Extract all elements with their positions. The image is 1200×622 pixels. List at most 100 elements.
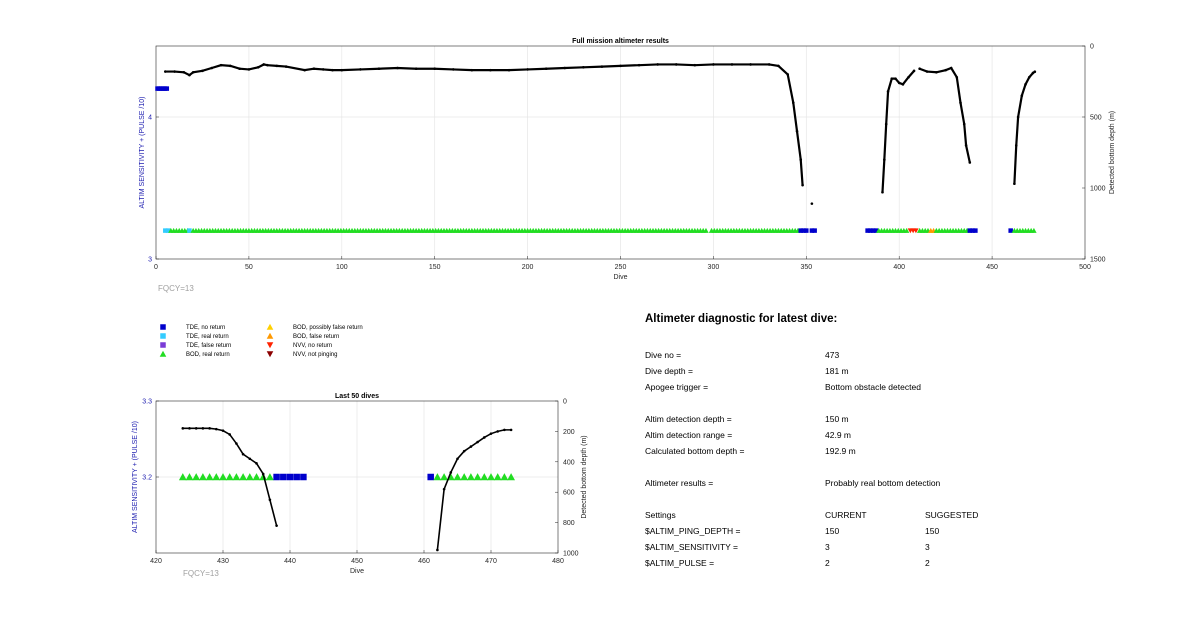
- apogee-row: Apogee trigger = Bottom obstacle detecte…: [645, 379, 1185, 395]
- top-title: Full mission altimeter results: [572, 38, 669, 45]
- top-x-tick-label: 300: [708, 264, 720, 271]
- bottom-depth-point: [456, 457, 459, 461]
- bottom-depth-point: [496, 430, 500, 433]
- bottom-bod_real-marker: [212, 473, 221, 481]
- settings-label: Settings: [645, 510, 676, 520]
- bottom-x-tick-label: 460: [418, 558, 430, 565]
- top-depth-point: [791, 101, 795, 105]
- calc-depth-label: Calculated bottom depth =: [645, 446, 745, 456]
- top-depth-point: [210, 66, 214, 70]
- bottom-x-tick-label: 450: [351, 558, 363, 565]
- top-depth-point: [883, 158, 886, 161]
- top-depth-point: [201, 69, 204, 73]
- top-depth-point: [582, 66, 585, 69]
- setting-current: 150: [825, 526, 840, 536]
- bottom-tde_no-marker: [300, 473, 307, 481]
- bottom-bod_real-marker: [500, 473, 509, 481]
- bottom-yr-tick-label: 600: [563, 490, 575, 497]
- top-depth-point: [918, 67, 921, 71]
- top-depth-point: [507, 68, 511, 72]
- top-x-tick-label: 100: [336, 264, 348, 271]
- top-depth-line: [919, 66, 971, 163]
- top-bod_real-marker: [1031, 227, 1037, 233]
- det-depth-label: Altim detection depth =: [645, 414, 732, 424]
- top-tde_no-marker: [1008, 228, 1013, 233]
- current-header: CURRENT: [825, 510, 867, 520]
- setting-row-sensitivity: $ALTIM_SENSITIVITY = 3 3: [645, 539, 1185, 555]
- top-depth-point: [730, 63, 734, 66]
- bottom-depth-point: [442, 487, 446, 491]
- bottom-depth-point: [188, 427, 191, 430]
- top-tde_no-marker: [801, 228, 806, 233]
- legend: TDE, no return TDE, real return TDE, false…: [159, 323, 363, 358]
- bottom-bod_real-marker: [460, 473, 469, 481]
- top-x-tick-label: 0: [154, 264, 158, 271]
- top-depth-point: [637, 63, 641, 67]
- diagnostic-title: Altimeter diagnostic for latest dive:: [645, 313, 838, 325]
- bottom-bod_real-marker: [199, 473, 207, 481]
- legend-label: NVV, not pinging: [293, 352, 337, 358]
- top-depth-point: [767, 63, 771, 66]
- setting-suggested: 3: [925, 542, 930, 552]
- top-depth-point: [182, 70, 186, 74]
- bottom-depth-point: [489, 432, 493, 435]
- results-label: Altimeter results =: [645, 478, 714, 488]
- top-depth-point: [964, 144, 968, 147]
- bottom-bod_real-marker: [467, 473, 475, 481]
- bottom-bod_real-marker: [507, 473, 515, 481]
- top-depth-point: [619, 64, 622, 68]
- setting-suggested: 150: [925, 526, 940, 536]
- top-depth-point: [955, 75, 959, 79]
- top-depth-point: [693, 63, 697, 67]
- dive-depth-value: 181 m: [825, 366, 849, 376]
- top-depth-point: [912, 69, 916, 73]
- top-tde_no-marker: [967, 228, 973, 233]
- bottom-bod_real-marker: [225, 473, 234, 481]
- top-x-tick-label: 400: [893, 264, 905, 271]
- top-depth-point: [1027, 75, 1031, 79]
- suggested-header: SUGGESTED: [925, 510, 979, 520]
- legend-marker-bod_maybe: [266, 323, 274, 330]
- top-chart: 0 50 100 150 200 250 300 350 400 450 500 3 4 0 500 1000…: [139, 38, 1116, 293]
- apogee-value: Bottom obstacle detected: [825, 382, 921, 392]
- det-range-value: 42.9 m: [825, 430, 851, 440]
- top-depth-point: [801, 183, 804, 187]
- bottom-depth-point: [503, 428, 506, 432]
- top-ylabel-left: ALTIM SENSITIVITY + (PULSE /10): [139, 97, 146, 209]
- setting-name: $ALTIM_PULSE =: [645, 558, 715, 568]
- det-depth-value: 150 m: [825, 414, 849, 424]
- legend-label: TDE, false return: [186, 343, 231, 349]
- bottom-bod_real-marker: [453, 473, 462, 481]
- top-x-tick-label: 350: [800, 264, 812, 271]
- top-x-tick-label: 450: [986, 264, 998, 271]
- legend-label: NVV, no return: [293, 343, 332, 349]
- bottom-yl-tick-label: 3.2: [142, 475, 152, 482]
- top-depth-point: [451, 68, 455, 71]
- top-yr-tick-label: 1500: [1090, 257, 1106, 264]
- top-depth-point: [1033, 70, 1037, 74]
- top-depth-line: [165, 63, 804, 186]
- bottom-yr-tick-label: 400: [563, 459, 575, 466]
- top-xlabel: Dive: [613, 274, 627, 281]
- top-tde_no-marker: [873, 228, 879, 233]
- setting-row-ping-depth: $ALTIM_PING_DEPTH = 150 150: [645, 523, 1185, 539]
- top-depth-point: [897, 81, 901, 85]
- dive-depth-row: Dive depth = 181 m: [645, 363, 1185, 379]
- bottom-bod_real-marker: [440, 473, 448, 481]
- bottom-bod_real-marker: [433, 473, 442, 481]
- top-yr-tick-label: 500: [1090, 115, 1102, 122]
- bottom-chart: 420 430 440 450 460 470 480 3.2 3.3 0 200 400 600 800…: [132, 393, 588, 578]
- top-depth-point: [163, 70, 167, 73]
- results-row: Altimeter results = Probably real bottom…: [645, 475, 1185, 491]
- bottom-bod_real-marker: [219, 473, 227, 481]
- top-x-tick-label: 200: [522, 264, 534, 271]
- bottom-depth-point: [268, 498, 272, 502]
- det-range-label: Altim detection range =: [645, 430, 733, 440]
- top-depth-point: [968, 161, 972, 164]
- bottom-yl-tick-label: 3.3: [142, 399, 152, 406]
- bottom-tde_no-marker: [293, 473, 300, 481]
- top-depth-point: [191, 70, 195, 74]
- top-depth-point: [377, 67, 381, 71]
- top-depth-point: [712, 63, 715, 66]
